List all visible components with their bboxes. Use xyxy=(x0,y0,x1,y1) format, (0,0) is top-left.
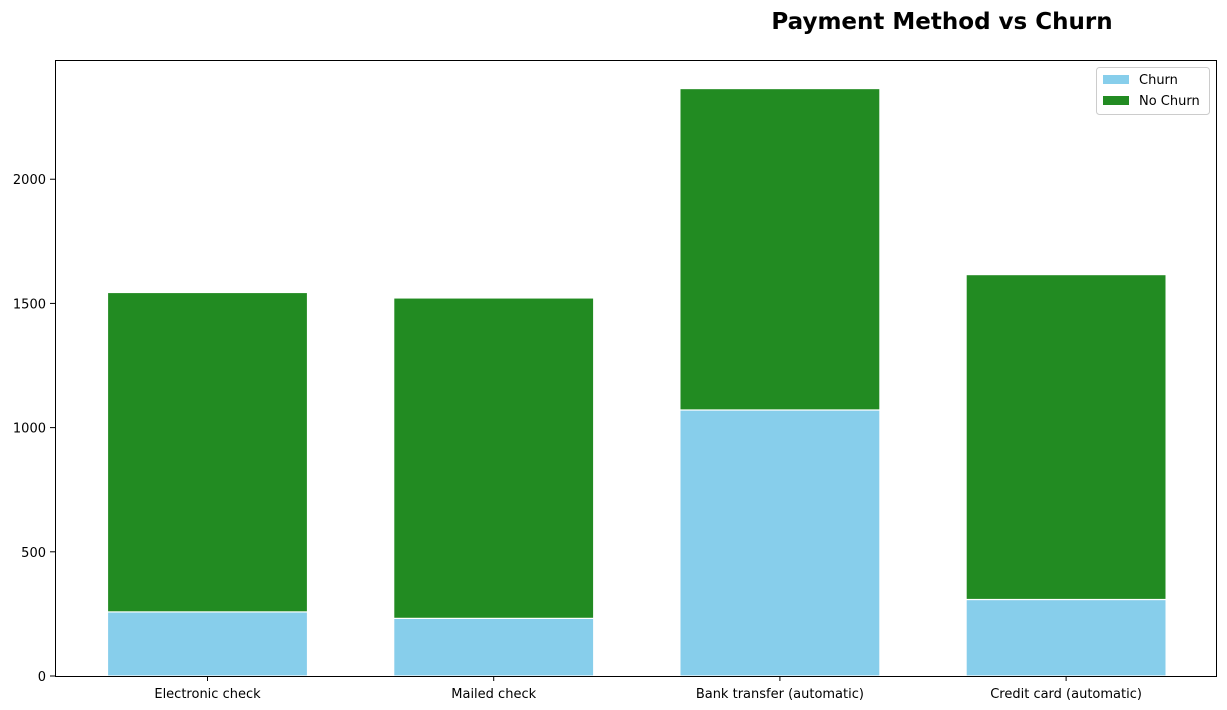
legend-swatch-no-churn xyxy=(1103,96,1129,105)
x-tick-label-3: Credit card (automatic) xyxy=(990,687,1142,702)
y-tick-label-4: 2000 xyxy=(13,173,46,188)
y-axis: 0 500 1000 1500 2000 xyxy=(13,173,55,685)
y-tick-label-3: 1500 xyxy=(13,297,46,312)
bar-churn-3 xyxy=(965,598,1167,677)
legend: Churn No Churn xyxy=(1096,67,1210,115)
legend-swatch-churn xyxy=(1103,75,1129,84)
bar-churn-2 xyxy=(679,409,881,677)
chart-title: Payment Method vs Churn xyxy=(771,9,1112,35)
bars-group xyxy=(106,87,1167,677)
bar-churn-1 xyxy=(393,617,595,677)
bar-no-churn-0 xyxy=(106,291,309,613)
legend-label-no-churn: No Churn xyxy=(1139,94,1200,109)
y-tick-label-1: 500 xyxy=(21,546,46,561)
plot-frame xyxy=(55,60,1217,677)
x-tick-label-1: Mailed check xyxy=(451,687,536,702)
bar-churn-0 xyxy=(106,611,309,677)
x-tick-label-2: Bank transfer (automatic) xyxy=(696,687,864,702)
legend-label-churn: Churn xyxy=(1139,73,1178,88)
y-tick-label-0: 0 xyxy=(38,670,46,685)
y-tick-label-2: 1000 xyxy=(13,422,46,437)
x-axis: Electronic check Mailed check Bank transfe… xyxy=(154,676,1142,702)
bar-no-churn-2 xyxy=(679,87,881,411)
bar-no-churn-1 xyxy=(393,297,595,619)
x-tick-label-0: Electronic check xyxy=(154,687,261,702)
bar-no-churn-3 xyxy=(965,274,1167,601)
